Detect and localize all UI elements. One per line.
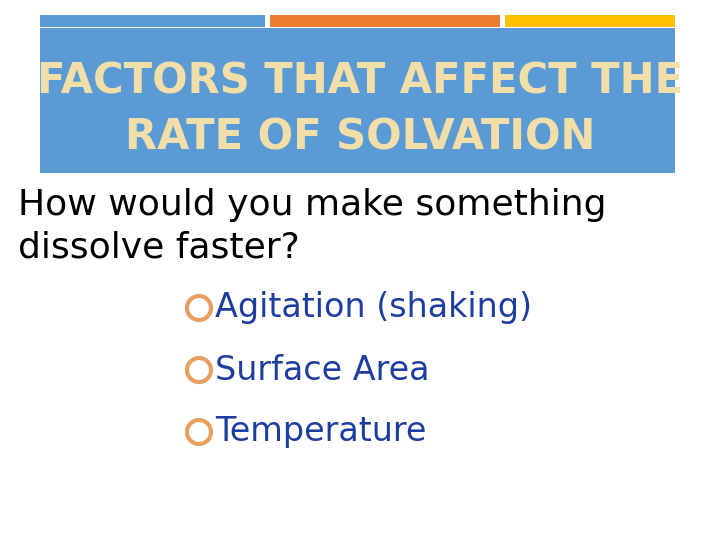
Bar	[505, 15, 675, 27]
Text: FACTORS THAT AFFECT THE: FACTORS THAT AFFECT THE	[37, 61, 683, 103]
Text: RATE OF SOLVATION: RATE OF SOLVATION	[125, 117, 595, 159]
Bar	[40, 28, 675, 173]
Text: Temperature: Temperature	[215, 415, 426, 449]
Text: dissolve faster?: dissolve faster?	[18, 231, 300, 265]
Bar	[270, 15, 500, 27]
Bar	[40, 15, 265, 27]
Text: Agitation (shaking): Agitation (shaking)	[215, 292, 532, 325]
Text: How would you make something: How would you make something	[18, 188, 606, 222]
Text: Surface Area: Surface Area	[215, 354, 430, 387]
